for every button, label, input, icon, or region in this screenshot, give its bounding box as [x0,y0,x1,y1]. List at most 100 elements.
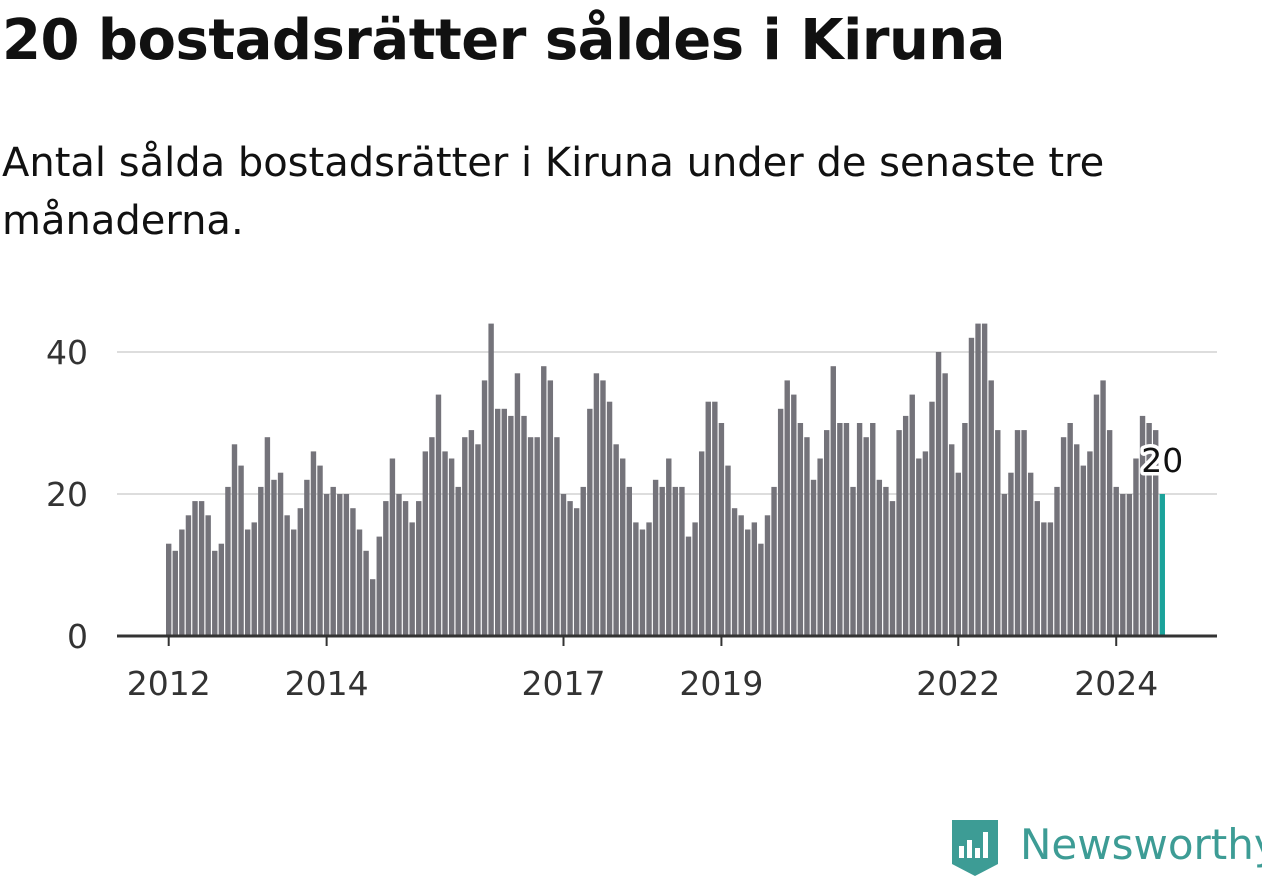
bar-20 [297,508,303,636]
bar-57 [541,366,547,636]
bar-16 [271,479,277,636]
bar-124 [981,323,988,636]
bar-67 [606,401,613,636]
bar-22 [310,451,317,636]
bar-114 [916,458,922,636]
bar-92 [771,486,777,636]
bar-98 [810,479,817,636]
bar-102 [837,423,843,636]
x-tick-label-2017: 2017 [522,664,606,703]
bar-146 [1126,494,1133,636]
bar-106 [863,437,869,636]
bar-87 [738,515,744,636]
x-axis-ticks: 2012 2014 2017 2019 2022 2024 [127,636,1158,703]
bar-108 [876,479,883,636]
bar-63 [580,486,586,636]
bar-55 [527,437,534,636]
bar-141 [1093,394,1100,636]
bar-31 [369,579,376,636]
x-tick-label-2022: 2022 [916,664,1000,703]
bar-72 [639,529,646,636]
bar-5 [198,501,205,636]
bar-35 [396,494,402,636]
bar-51 [501,408,507,636]
y-tick-label-0: 0 [67,617,88,656]
bar-76 [666,458,672,636]
bar-88 [745,529,751,636]
bar-150 [1153,430,1159,636]
bar-65 [593,373,600,636]
bar-129 [1014,430,1021,636]
bar-11 [238,465,244,636]
bar-148 [1139,415,1146,636]
bar-83 [712,401,718,636]
bar-105 [856,423,863,636]
bar-121 [962,423,968,636]
bar-113 [909,394,915,636]
bar-145 [1120,494,1126,636]
bar-142 [1100,380,1106,636]
bar-128 [1008,472,1014,636]
bar-138 [1074,444,1080,636]
bar-28 [350,508,356,636]
bar-69 [620,458,626,636]
newsworthy-icon [952,820,998,876]
bar-77 [672,486,679,636]
bar-25 [330,486,336,636]
bar-123 [975,323,981,636]
bar-96 [797,423,804,636]
bar-133 [1041,522,1047,636]
bar-99 [817,458,823,636]
bar-130 [1021,430,1027,636]
bar-122 [968,337,975,636]
bar-111 [896,430,902,636]
bar-64 [587,408,593,636]
bar-19 [291,529,297,636]
bar-26 [337,494,343,636]
newsworthy-logo: Newsworthy [950,818,1262,880]
bar-8 [218,543,225,636]
y-tick-label-20: 20 [46,475,88,514]
bar-18 [284,515,290,636]
bar-40 [429,437,435,636]
bar-118 [942,373,948,636]
bar-73 [646,522,652,636]
bar-75 [659,486,665,636]
bar-6 [205,515,211,636]
chart-title: 20 bostadsrätter såldes i Kiruna [2,8,1005,73]
bar-79 [685,536,692,636]
x-tick-label-2019: 2019 [679,664,763,703]
bar-82 [705,401,711,636]
bar-12 [244,529,251,636]
x-tick-label-2012: 2012 [127,664,211,703]
bar-4 [192,501,198,636]
y-axis-ticks: 0 20 40 [46,333,88,656]
bar-120 [955,472,961,636]
bar-37 [409,522,415,636]
chart-subtitle: Antal sålda bostadsrätter i Kiruna under… [2,140,1105,244]
bar-86 [731,508,738,636]
bar-24 [323,494,330,636]
last-value-label: 20 [1141,441,1183,480]
bar-41 [435,394,442,636]
bar-29 [356,529,363,636]
bar-60 [560,494,567,636]
bar-80 [692,522,698,636]
bar-74 [652,479,659,636]
bar-109 [883,486,889,636]
bar-112 [902,415,909,636]
bar-3 [185,515,192,636]
bar-70 [626,486,632,636]
bar-140 [1087,451,1093,636]
bar-100 [824,430,830,636]
bar-2 [179,529,185,636]
bar-131 [1027,472,1034,636]
bar-144 [1113,486,1119,636]
bar-143 [1106,430,1113,636]
bar-27 [343,494,350,636]
bar-49 [488,323,494,636]
bar-126 [995,430,1001,636]
bar-46 [468,430,475,636]
bar-61 [567,501,573,636]
bar-42 [442,451,448,636]
